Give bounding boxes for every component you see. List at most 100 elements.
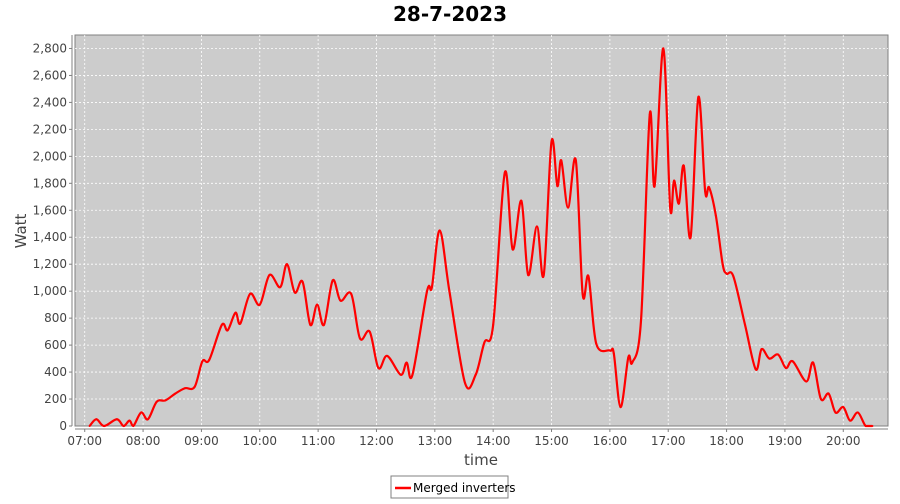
y-tick-label: 800 [44,311,67,325]
data-point [132,425,135,427]
data-point [856,411,859,414]
data-point [483,341,486,344]
data-point [627,356,630,359]
data-point [725,272,728,275]
y-tick-label: 2,600 [33,68,67,82]
y-axis: 0 200 400 600 800 1,000 1,200 1,400 1,600 1,800 2,… [33,35,73,433]
x-tick-label: 08:00 [126,434,161,448]
data-point [164,399,167,402]
data-point [103,425,106,427]
data-point [426,290,429,293]
data-point [760,348,763,351]
data-point [827,392,830,395]
data-point [662,47,665,50]
y-tick-label: 2,400 [33,95,67,109]
data-point [784,367,787,370]
data-point [463,381,466,384]
data-point [556,185,559,188]
data-point [268,273,271,276]
data-point [286,263,289,266]
data-point [689,236,692,239]
data-point [648,113,651,116]
data-point [697,96,700,99]
x-tick-label: 18:00 [709,434,744,448]
y-tick-label: 1,400 [33,230,67,244]
plot-area [74,34,889,427]
x-tick-label: 15:00 [534,434,569,448]
x-tick-label: 13:00 [418,434,453,448]
data-point [639,319,642,322]
data-point [732,275,735,278]
x-tick-label: 11:00 [301,434,336,448]
data-point [220,323,223,326]
x-tick-label: 09:00 [184,434,219,448]
data-point [377,367,380,370]
data-point [316,303,319,306]
data-point [193,385,196,388]
data-point [682,164,685,167]
data-point [358,337,361,340]
grid-lines [75,35,888,426]
legend-box [390,475,509,499]
data-point [503,171,506,174]
y-tick-label: 1,600 [33,203,67,217]
data-point [631,361,634,364]
x-tick-label: 19:00 [768,434,803,448]
data-point [834,411,837,414]
data-point [174,392,177,395]
data-point [673,179,676,182]
data-point [542,273,545,276]
data-point [279,286,282,289]
x-tick-label: 20:00 [826,434,861,448]
data-point [704,190,707,193]
chart-title: 28-7-2023 [393,2,507,26]
data-point [234,311,237,314]
data-point [249,292,252,295]
data-point [339,299,342,302]
data-point [550,140,553,143]
data-point [744,323,747,326]
data-point [322,323,325,326]
data-point [587,275,590,278]
data-point [871,425,874,427]
data-point [864,425,867,427]
data-point [714,214,717,217]
y-tick-label: 2,200 [33,122,67,136]
data-point [669,206,672,209]
y-tick-label: 2,800 [33,41,67,55]
y-tick-label: 0 [59,419,67,433]
data-point [128,419,131,422]
series-layer [88,47,874,428]
data-point [350,292,353,295]
data-point [331,279,334,282]
data-point [595,342,598,345]
data-point [492,323,495,326]
data-point [88,425,91,427]
data-point [819,398,822,401]
data-point [226,329,229,332]
data-point [438,229,441,232]
data-point [368,330,371,333]
data-point [293,291,296,294]
data-point [511,248,514,251]
data-point [754,368,757,371]
data-point [721,263,724,266]
data-point [791,360,794,363]
data-point [208,358,211,361]
data-point [581,292,584,295]
data-point [146,418,149,421]
x-tick-label: 10:00 [242,434,277,448]
data-point [183,387,186,390]
data-point [560,159,563,162]
data-point [768,357,771,360]
data-point [608,349,611,352]
data-point [122,425,125,427]
data-point [842,406,845,409]
x-axis: 07:00 08:00 09:00 10:00 11:00 12:00 13:00 14:00… [67,428,888,448]
y-axis-label: Watt [12,213,30,248]
data-point [411,373,414,376]
data-point [239,322,242,325]
data-point [805,380,808,383]
data-point [140,411,143,414]
